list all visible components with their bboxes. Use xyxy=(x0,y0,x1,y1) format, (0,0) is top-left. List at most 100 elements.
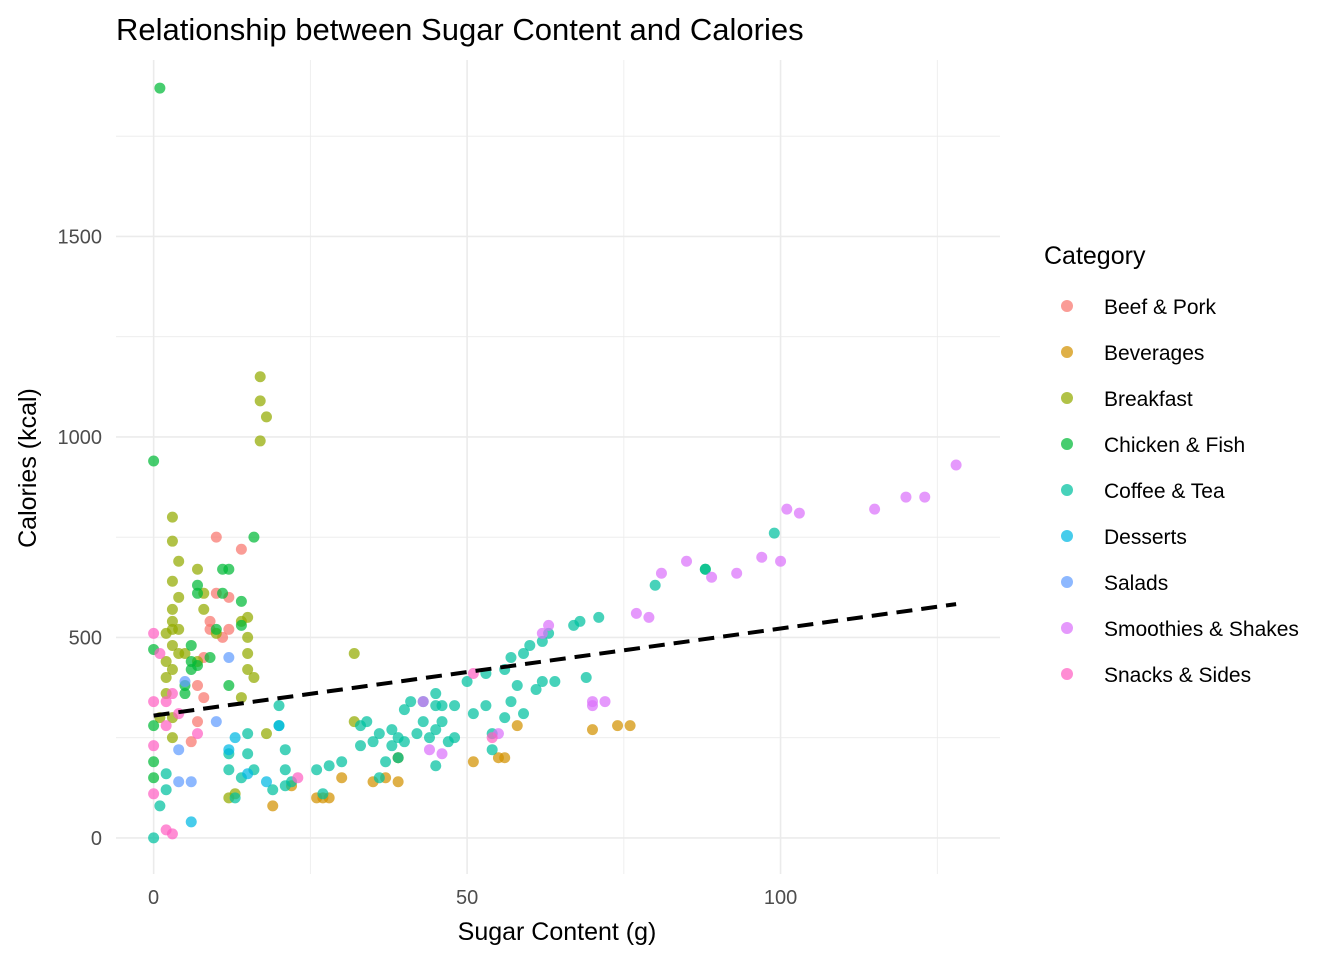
data-point xyxy=(467,756,479,768)
data-point xyxy=(148,720,160,732)
data-point xyxy=(242,748,254,760)
data-point xyxy=(254,371,266,383)
data-point xyxy=(229,792,241,804)
data-point xyxy=(486,744,498,756)
data-point xyxy=(223,744,235,756)
data-point xyxy=(279,744,291,756)
data-point xyxy=(204,615,216,627)
data-point xyxy=(254,435,266,447)
data-point xyxy=(430,688,442,700)
data-point xyxy=(160,696,172,708)
data-point xyxy=(223,651,235,663)
data-point xyxy=(612,720,624,732)
data-point xyxy=(166,732,178,744)
data-point xyxy=(248,531,260,543)
data-point xyxy=(279,764,291,776)
legend: Category Beef & Pork Beverages Breakfast Ch… xyxy=(1044,242,1299,687)
data-point xyxy=(499,712,511,724)
data-point xyxy=(160,720,172,732)
legend-label: Snacks & Sides xyxy=(1104,664,1251,687)
data-point xyxy=(242,768,254,780)
x-tick-label: 100 xyxy=(764,887,797,909)
data-point xyxy=(430,760,442,772)
data-point xyxy=(173,776,185,788)
data-point xyxy=(480,700,492,712)
data-point xyxy=(505,651,517,663)
data-point xyxy=(398,704,410,716)
data-point xyxy=(260,728,272,740)
data-point xyxy=(505,696,517,708)
data-point xyxy=(223,563,235,575)
data-point xyxy=(173,744,185,756)
y-tick-label: 1500 xyxy=(58,226,103,248)
data-point xyxy=(198,692,210,704)
data-point xyxy=(518,708,530,720)
legend-key xyxy=(1061,530,1073,542)
data-point xyxy=(536,635,548,647)
data-point xyxy=(449,700,461,712)
data-point xyxy=(192,728,204,740)
data-point xyxy=(655,567,667,579)
legend-label: Coffee & Tea xyxy=(1104,480,1225,503)
data-point xyxy=(166,639,178,651)
data-point xyxy=(574,615,586,627)
data-point xyxy=(273,700,285,712)
data-point xyxy=(260,776,272,788)
data-point xyxy=(223,680,235,692)
data-points xyxy=(148,82,962,844)
data-point xyxy=(254,395,266,407)
data-point xyxy=(223,623,235,635)
data-point xyxy=(511,680,523,692)
data-point xyxy=(793,507,805,519)
data-point xyxy=(436,748,448,760)
data-point xyxy=(417,716,429,728)
data-point xyxy=(179,688,191,700)
data-point xyxy=(392,776,404,788)
data-point xyxy=(681,555,693,567)
data-point xyxy=(235,595,247,607)
data-point xyxy=(160,672,172,684)
data-point xyxy=(223,764,235,776)
data-point xyxy=(436,716,448,728)
data-point xyxy=(511,720,523,732)
data-point xyxy=(323,760,335,772)
data-point xyxy=(348,647,360,659)
chart-title: Relationship between Sugar Content and C… xyxy=(116,12,804,47)
data-point xyxy=(536,676,548,688)
legend-key xyxy=(1061,300,1073,312)
data-point xyxy=(586,700,598,712)
data-point xyxy=(781,503,793,515)
data-point xyxy=(768,527,780,539)
data-point xyxy=(154,82,166,94)
data-point xyxy=(154,800,166,812)
legend-key xyxy=(1061,392,1073,404)
data-point xyxy=(173,591,185,603)
data-point xyxy=(355,740,367,752)
data-point xyxy=(192,563,204,575)
data-point xyxy=(173,555,185,567)
data-point xyxy=(398,736,410,748)
data-point xyxy=(166,603,178,615)
x-tick-label: 50 xyxy=(456,887,478,909)
data-point xyxy=(518,647,530,659)
data-point xyxy=(173,623,185,635)
data-point xyxy=(919,491,931,503)
data-point xyxy=(273,720,285,732)
data-point xyxy=(192,587,204,599)
legend-key xyxy=(1061,622,1073,634)
data-point xyxy=(179,676,191,688)
data-point xyxy=(166,663,178,675)
data-point xyxy=(242,728,254,740)
data-point xyxy=(242,631,254,643)
y-tick-label: 1000 xyxy=(58,427,103,449)
data-point xyxy=(373,772,385,784)
data-point xyxy=(148,455,160,467)
legend-title: Category xyxy=(1044,242,1146,270)
data-point xyxy=(217,587,229,599)
data-point xyxy=(148,788,160,800)
data-point xyxy=(731,567,743,579)
data-point xyxy=(166,615,178,627)
data-point xyxy=(430,724,442,736)
data-point xyxy=(536,627,548,639)
